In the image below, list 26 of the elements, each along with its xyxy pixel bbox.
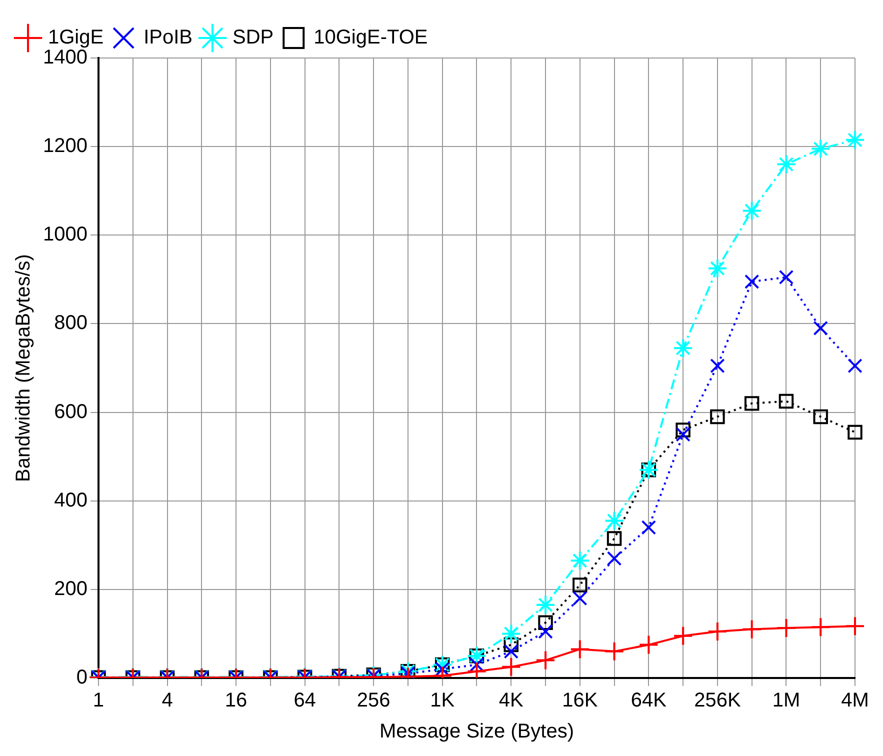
y-tick-label: 400 (54, 489, 88, 512)
legend-label: SDP (232, 26, 274, 49)
y-tick-label: 1000 (42, 224, 88, 246)
y-tick-label: 0 (76, 666, 88, 689)
x-tick-label: 4 (162, 690, 173, 712)
legend-label: 1GigE (48, 26, 104, 49)
x-tick-label: 4M (841, 690, 869, 712)
x-tick-label: 256 (356, 690, 390, 712)
legend-label: IPoIB (144, 26, 193, 49)
y-tick-label: 1400 (42, 46, 88, 69)
x-axis-title: Message Size (Bytes) (379, 720, 574, 743)
x-tick-label: 1M (772, 690, 800, 712)
x-tick-label: 16K (562, 690, 598, 712)
y-tick-label: 600 (54, 400, 88, 423)
x-tick-label: 256K (694, 690, 742, 712)
legend-label: 10GigE-TOE (314, 26, 428, 49)
x-tick-label: 64K (630, 690, 668, 712)
y-tick-label: 200 (54, 578, 88, 600)
x-tick-label: 16 (224, 690, 248, 712)
y-tick-label: 800 (54, 312, 88, 334)
x-tick-label: 64 (294, 690, 316, 712)
y-tick-label: 1200 (42, 135, 88, 158)
x-tick-label: 4K (498, 690, 524, 712)
x-tick-label: 1 (92, 690, 104, 712)
y-axis-title: Bandwidth (MegaBytes/s) (12, 254, 35, 482)
x-tick-label: 1K (430, 690, 456, 712)
